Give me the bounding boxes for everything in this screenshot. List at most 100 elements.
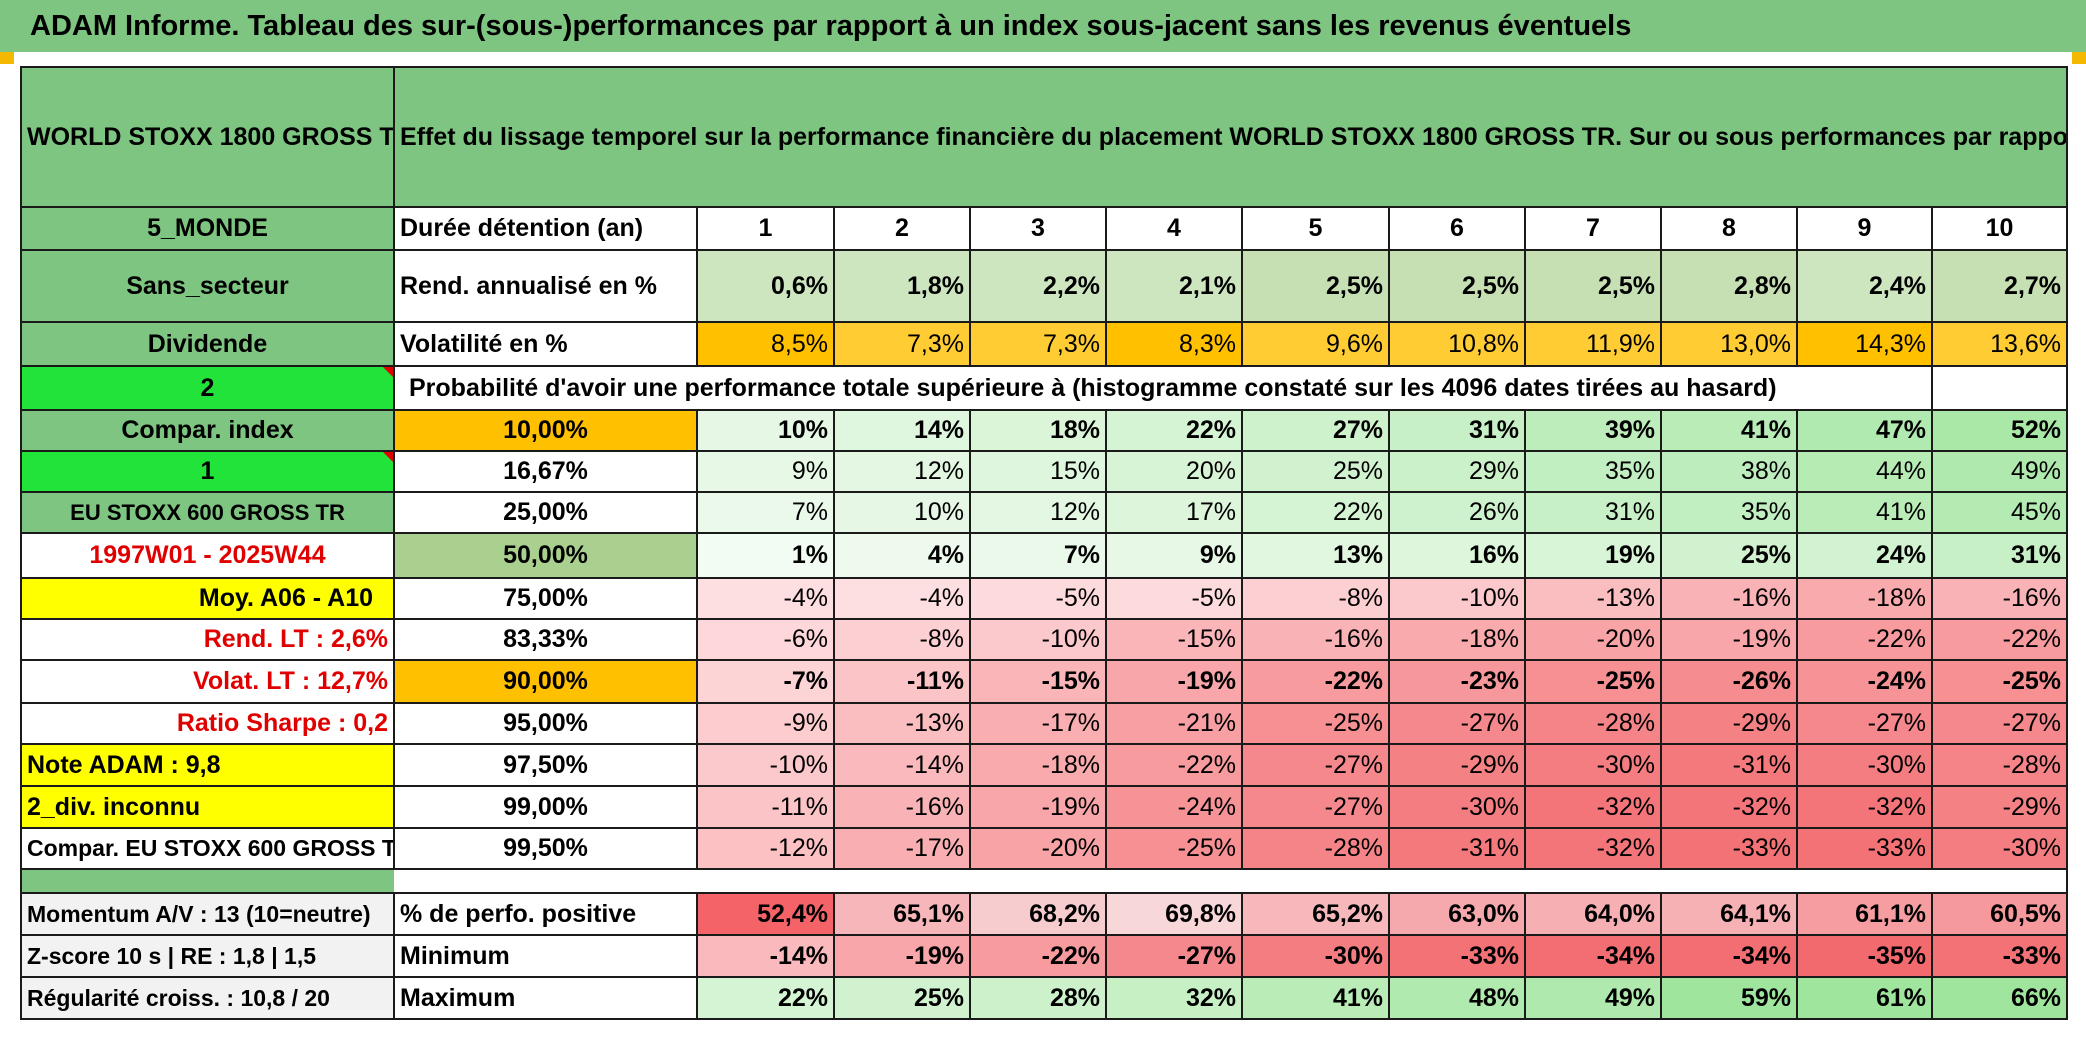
volatility-cell: 7,3% (969, 321, 1107, 367)
maximum-cell: 66% (1930, 976, 2069, 1020)
percentile-value-cell: -17% (833, 827, 971, 870)
moyenne-label: Moy. A06 - A10 (20, 577, 395, 620)
maximum-cell: 28% (969, 976, 1107, 1020)
percentile-value-cell: -15% (969, 659, 1107, 704)
percentile-value-cell: -27% (1930, 702, 2069, 745)
holding-period-header: 1 (696, 206, 835, 251)
percentile-value-cell: -32% (1524, 827, 1662, 870)
percentile-value-cell: 16% (1388, 532, 1526, 579)
row-label-vol: Volatilité en % (393, 321, 698, 367)
percentile-value-cell: -5% (969, 577, 1107, 620)
percentile-value-cell: -26% (1660, 659, 1798, 704)
percentile-value-cell: 47% (1796, 409, 1933, 452)
percentile-value-cell: -29% (1388, 743, 1526, 787)
percentile-label: 83,33% (393, 618, 698, 661)
holding-period-header: 2 (833, 206, 971, 251)
income-label: Dividende (20, 321, 395, 367)
percentile-value-cell: -28% (1524, 702, 1662, 745)
percentile-value-cell: -10% (969, 618, 1107, 661)
minimum-cell: -33% (1388, 934, 1526, 978)
row-label-positive: % de perfo. positive (393, 892, 698, 936)
index-number-input[interactable]: 1 (20, 450, 395, 493)
percentile-value-cell: 7% (696, 491, 835, 534)
percentile-value-cell: 10% (696, 409, 835, 452)
minimum-cell: -22% (969, 934, 1107, 978)
positive-performance-cell: 61,1% (1796, 892, 1933, 936)
percentile-value-cell: -27% (1388, 702, 1526, 745)
percentile-value-cell: -19% (1105, 659, 1243, 704)
volatility-cell: 8,5% (696, 321, 835, 367)
sharpe-label: Ratio Sharpe : 0,2 (20, 702, 395, 745)
percentile-value-cell: 22% (1105, 409, 1243, 452)
positive-performance-cell: 52,4% (696, 892, 835, 936)
percentile-value-cell: -17% (969, 702, 1107, 745)
holding-period-header: 7 (1524, 206, 1662, 251)
minimum-cell: -30% (1241, 934, 1390, 978)
annual-return-cell: 2,7% (1930, 249, 2069, 323)
percentile-value-cell: 14% (833, 409, 971, 452)
percentile-value-cell: 25% (1660, 532, 1798, 579)
percentile-value-cell: 39% (1524, 409, 1662, 452)
percentile-value-cell: -27% (1796, 702, 1933, 745)
percentile-label: 50,00% (393, 532, 698, 579)
percentile-label: 99,50% (393, 827, 698, 870)
note-adam-label: Note ADAM : 9,8 (20, 743, 395, 787)
percentile-value-cell: 27% (1241, 409, 1390, 452)
percentile-value-cell: -30% (1930, 827, 2069, 870)
report-banner: ADAM Informe. Tableau des sur-(sous-)per… (0, 0, 2086, 52)
option-number-input[interactable]: 2 (20, 365, 395, 411)
percentile-value-cell: 17% (1105, 491, 1243, 534)
holding-period-header: 6 (1388, 206, 1526, 251)
fund-name: WORLD STOXX 1800 GROSS TR (20, 66, 395, 208)
percentile-value-cell: 31% (1524, 491, 1662, 534)
probability-title: Probabilité d'avoir une performance tota… (393, 365, 1797, 411)
percentile-value-cell: -32% (1524, 785, 1662, 829)
percentile-value-cell: -30% (1388, 785, 1526, 829)
percentile-value-cell: -25% (1105, 827, 1243, 870)
percentile-value-cell: -11% (833, 659, 971, 704)
volatility-cell: 13,6% (1930, 321, 2069, 367)
percentile-value-cell: -29% (1660, 702, 1798, 745)
momentum-label: Momentum A/V : 13 (10=neutre) (20, 892, 395, 936)
percentile-value-cell: -20% (1524, 618, 1662, 661)
percentile-value-cell: 35% (1524, 450, 1662, 493)
percentile-value-cell: -18% (1796, 577, 1933, 620)
percentile-label: 97,50% (393, 743, 698, 787)
percentile-label: 75,00% (393, 577, 698, 620)
percentile-value-cell: -9% (696, 702, 835, 745)
positive-performance-cell: 69,8% (1105, 892, 1243, 936)
row-label-maximum: Maximum (393, 976, 698, 1020)
percentile-value-cell: -24% (1796, 659, 1933, 704)
corner-marker (0, 52, 14, 64)
percentile-value-cell: -14% (833, 743, 971, 787)
compar-index-label: Compar. index (20, 409, 395, 452)
holding-period-header: 10 (1930, 206, 2069, 251)
percentile-value-cell: 22% (1241, 491, 1390, 534)
holding-period-header: 8 (1660, 206, 1798, 251)
percentile-value-cell: 26% (1388, 491, 1526, 534)
percentile-value-cell: -30% (1796, 743, 1933, 787)
percentile-value-cell: 18% (969, 409, 1107, 452)
annual-return-cell: 2,5% (1388, 249, 1526, 323)
percentile-value-cell: 24% (1796, 532, 1933, 579)
percentile-value-cell: -18% (1388, 618, 1526, 661)
percentile-value-cell: -8% (833, 618, 971, 661)
percentile-value-cell: -28% (1930, 743, 2069, 787)
percentile-value-cell: -15% (1105, 618, 1243, 661)
volatility-cell: 14,3% (1796, 321, 1933, 367)
percentile-value-cell: -24% (1105, 785, 1243, 829)
volatility-cell: 8,3% (1105, 321, 1243, 367)
percentile-value-cell: -32% (1796, 785, 1933, 829)
performance-table: WORLD STOXX 1800 GROSS TR Effet du lissa… (20, 66, 2069, 1020)
percentile-value-cell: -7% (696, 659, 835, 704)
index-name: EU STOXX 600 GROSS TR (20, 491, 395, 534)
percentile-value-cell: 12% (833, 450, 971, 493)
percentile-value-cell: 45% (1930, 491, 2069, 534)
percentile-value-cell: -20% (969, 827, 1107, 870)
percentile-value-cell: 41% (1796, 491, 1933, 534)
percentile-value-cell: -19% (1660, 618, 1798, 661)
percentile-value-cell: 19% (1524, 532, 1662, 579)
percentile-value-cell: -32% (1660, 785, 1798, 829)
percentile-value-cell: 20% (1105, 450, 1243, 493)
percentile-value-cell: 31% (1930, 532, 2069, 579)
